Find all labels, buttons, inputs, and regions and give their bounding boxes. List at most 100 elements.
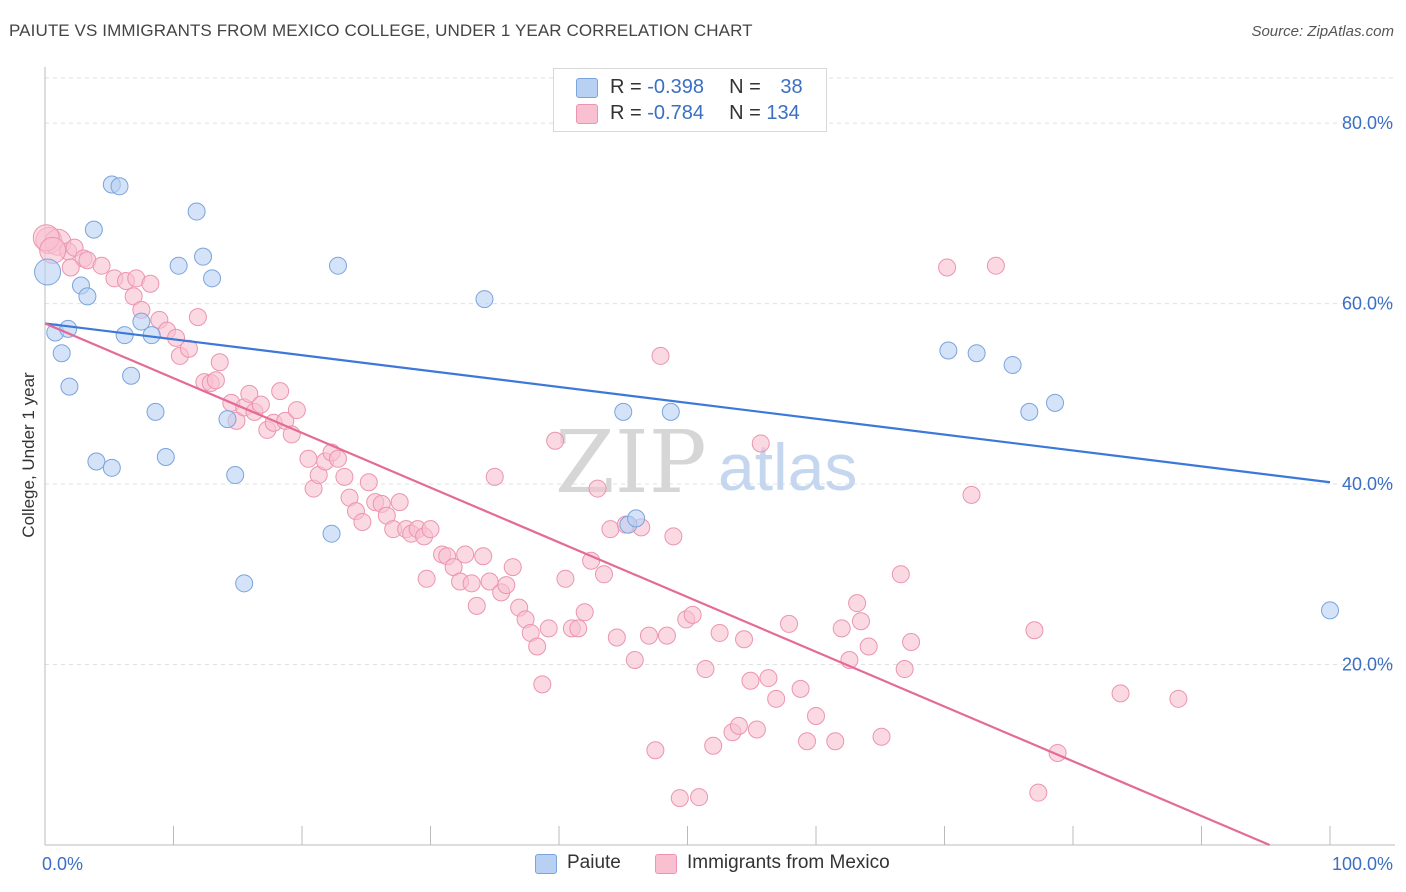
paiute-point <box>102 458 121 477</box>
mexico-point <box>251 395 270 414</box>
trend-line-mexico <box>44 322 1271 847</box>
paiute-point <box>52 344 71 363</box>
paiute-point <box>1020 402 1039 421</box>
mexico-point <box>456 545 475 564</box>
mexico-point <box>328 449 347 468</box>
mexico-point <box>826 732 845 751</box>
mexico-point <box>729 716 748 735</box>
paiute-point <box>218 410 237 429</box>
watermark-zip: ZIP <box>555 413 707 513</box>
paiute-point <box>156 447 175 466</box>
mexico-point <box>61 258 80 277</box>
axes <box>44 67 1395 846</box>
mexico-point <box>791 679 810 698</box>
paiute-point <box>1003 355 1022 374</box>
mexico-point <box>569 619 588 638</box>
mexico-point <box>646 741 665 760</box>
paiute-point <box>87 452 106 471</box>
paiute-point <box>132 312 151 331</box>
y-axis-label: College, Under 1 year <box>19 372 38 538</box>
mexico-point <box>533 675 552 694</box>
mexico-point <box>575 603 594 622</box>
mexico-point <box>359 473 378 492</box>
legend-r-label: R = <box>610 76 648 98</box>
tick-labels: 20.0% 40.0% 60.0% 80.0% 0.0% 100.0% <box>42 113 1393 874</box>
x-tick-label: 0.0% <box>42 854 83 874</box>
series-mexico-points <box>32 224 1188 808</box>
mexico-point <box>287 401 306 420</box>
legend-n-label: N = <box>729 76 767 98</box>
y-tick-label: 80.0% <box>1342 113 1393 133</box>
mexico-point <box>938 258 957 277</box>
source-credit: Source: ZipAtlas.com <box>1251 23 1394 40</box>
mexico-point <box>353 512 372 531</box>
mexico-point <box>503 558 522 577</box>
correlation-legend: R = -0.398 N = 38 R = -0.784 N = 134 <box>553 68 827 132</box>
mexico-point <box>607 628 626 647</box>
mexico-point <box>188 308 207 327</box>
legend-swatch-paiute <box>576 78 598 98</box>
mexico-point <box>651 346 670 365</box>
paiute-point <box>627 509 646 528</box>
paiute-point <box>187 202 206 221</box>
paiute-point <box>967 344 986 363</box>
paiute-point <box>226 466 245 485</box>
legend-r-value: -0.398 <box>647 76 704 98</box>
paiute-point <box>78 287 97 306</box>
legend-r-label: R = <box>610 102 648 124</box>
paiute-point <box>34 258 62 286</box>
mexico-point <box>639 626 658 645</box>
mexico-point <box>1029 783 1048 802</box>
paiute-point <box>328 256 347 275</box>
mexico-point <box>462 574 481 593</box>
mexico-point <box>582 551 601 570</box>
paiute-point <box>475 290 494 309</box>
mexico-point <box>556 569 575 588</box>
bottom-legend-label-mexico: Immigrants from Mexico <box>687 852 890 873</box>
mexico-point <box>1111 684 1130 703</box>
mexico-point <box>335 467 354 486</box>
mexico-point <box>210 353 229 372</box>
mexico-point <box>759 669 778 688</box>
y-tick-label: 20.0% <box>1342 655 1393 675</box>
paiute-point <box>60 377 79 396</box>
trend-lines <box>44 322 1331 847</box>
mexico-point <box>891 565 910 584</box>
mexico-point <box>1169 689 1188 708</box>
mexico-point <box>625 651 644 670</box>
mexico-point <box>798 732 817 751</box>
paiute-point <box>939 341 958 360</box>
mexico-point <box>467 596 486 615</box>
mexico-point <box>832 619 851 638</box>
paiute-point <box>84 220 103 239</box>
paiute-point <box>322 524 341 543</box>
legend-n-label: N = <box>729 102 767 124</box>
mexico-point <box>895 660 914 679</box>
mexico-point <box>390 493 409 512</box>
mexico-point <box>741 671 760 690</box>
mexico-point <box>902 632 921 651</box>
mexico-point <box>141 274 160 293</box>
mexico-point <box>594 565 613 584</box>
chart-title: PAIUTE VS IMMIGRANTS FROM MEXICO COLLEGE… <box>9 21 753 40</box>
watermark-atlas: atlas <box>718 430 857 504</box>
mexico-point <box>735 630 754 649</box>
mexico-point <box>664 527 683 546</box>
mexico-point <box>780 614 799 633</box>
mexico-point <box>299 449 318 468</box>
paiute-point <box>614 402 633 421</box>
mexico-point <box>474 547 493 566</box>
legend-n-value: 134 <box>766 102 800 124</box>
x-tick-label: 100.0% <box>1332 854 1393 874</box>
legend-n-value: 38 <box>780 76 803 98</box>
mexico-point <box>240 384 259 403</box>
paiute-point <box>203 269 222 288</box>
paiute-point <box>1321 601 1339 620</box>
mexico-point <box>1025 621 1044 640</box>
paiute-point <box>115 326 134 345</box>
mexico-point <box>670 789 689 808</box>
mexico-point <box>206 371 225 390</box>
mexico-point <box>271 382 290 401</box>
paiute-point <box>122 366 141 385</box>
mexico-point <box>417 569 436 588</box>
